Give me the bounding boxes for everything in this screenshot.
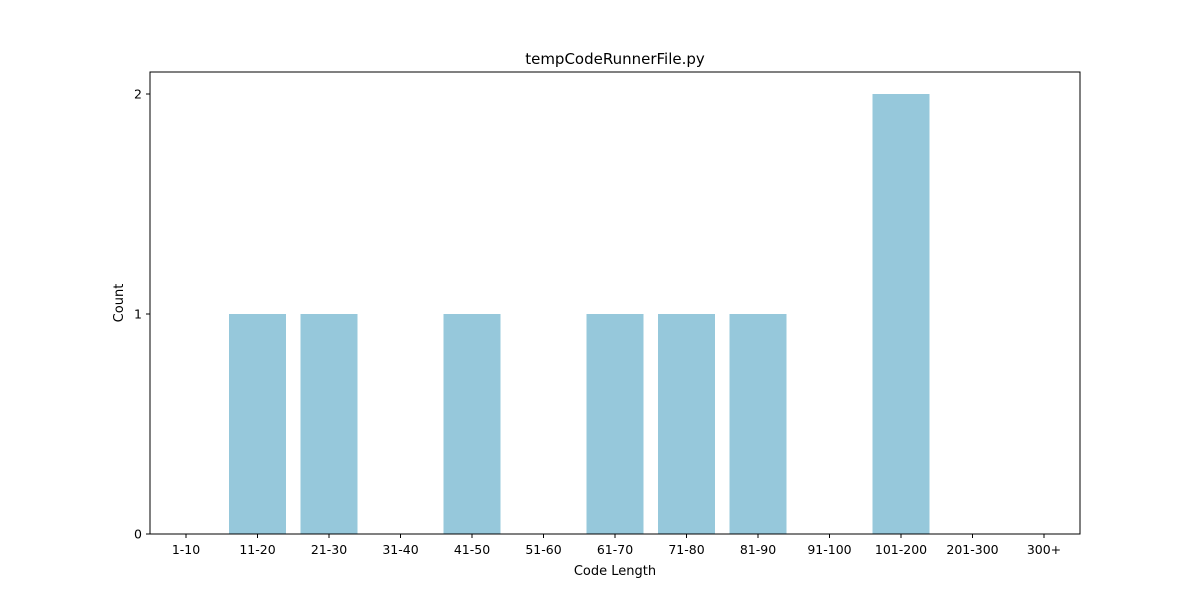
y-axis: 0 1 2 (134, 87, 150, 542)
bar-71-80 (658, 314, 715, 534)
bar-101-200 (872, 94, 930, 534)
x-axis-label: Code Length (574, 564, 656, 579)
x-tick-label: 101-200 (875, 542, 927, 557)
chart-title: tempCodeRunnerFile.py (525, 50, 705, 68)
x-axis: 1-10 11-20 21-30 31-40 41-50 51-60 61-70 71-80 8… (172, 534, 1061, 557)
x-tick-label: 300+ (1027, 542, 1061, 557)
x-tick-label: 1-10 (172, 542, 200, 557)
bar-11-20 (229, 314, 286, 534)
bar-21-30 (300, 314, 358, 534)
bars (229, 94, 930, 534)
y-tick-label: 2 (134, 87, 142, 102)
bar-81-90 (729, 314, 787, 534)
x-tick-label: 81-90 (740, 542, 776, 557)
x-tick-label: 91-100 (807, 542, 851, 557)
bar-41-50 (443, 314, 501, 534)
x-tick-label: 31-40 (382, 542, 418, 557)
x-tick-label: 11-20 (239, 542, 275, 557)
y-tick-label: 0 (134, 527, 142, 542)
bar-61-70 (586, 314, 644, 534)
x-tick-label: 21-30 (311, 542, 347, 557)
x-tick-label: 61-70 (597, 542, 633, 557)
x-tick-label: 71-80 (668, 542, 704, 557)
x-tick-label: 201-300 (946, 542, 998, 557)
x-tick-label: 41-50 (454, 542, 490, 557)
y-tick-label: 1 (134, 307, 142, 322)
x-tick-label: 51-60 (525, 542, 561, 557)
y-axis-label: Count (112, 284, 127, 323)
